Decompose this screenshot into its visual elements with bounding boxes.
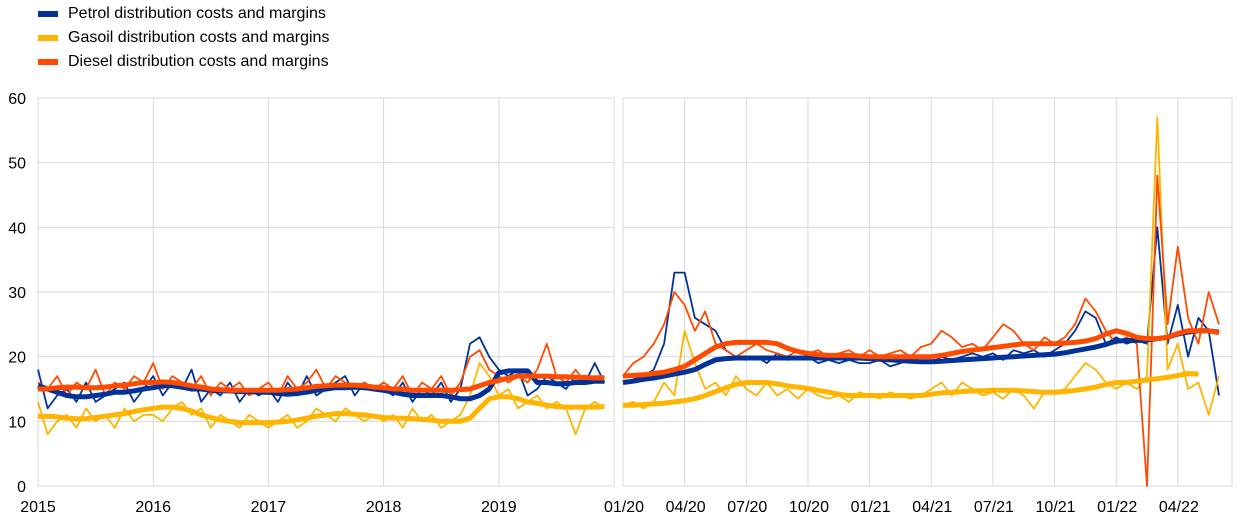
- series-line-gasoil-smoothed: [623, 371, 1199, 408]
- x-tick-label: 07/20: [727, 499, 767, 516]
- legend-label: Diesel distribution costs and margins: [68, 53, 329, 70]
- legend-label: Petrol distribution costs and margins: [68, 5, 326, 22]
- y-tick-label: 10: [8, 414, 26, 431]
- legend-item-gasoil: Gasoil distribution costs and margins: [38, 26, 329, 50]
- x-tick-label: 04/20: [666, 499, 706, 516]
- y-tick-label: 50: [8, 156, 26, 173]
- x-tick-label: 07/21: [974, 499, 1014, 516]
- x-tick-label: 2016: [135, 499, 171, 516]
- x-tick-label: 2017: [251, 499, 287, 516]
- x-tick-label: 10/20: [789, 499, 829, 516]
- legend-swatch-diesel: [38, 59, 58, 65]
- x-tick-label: 04/22: [1159, 499, 1199, 516]
- x-tick-label: 04/21: [912, 499, 952, 516]
- x-tick-label: 10/21: [1036, 499, 1076, 516]
- series-line-gasoil-raw: [622, 116, 1220, 416]
- x-tick-label: 2018: [366, 499, 402, 516]
- series-line-diesel-raw: [37, 342, 605, 397]
- legend-label: Gasoil distribution costs and margins: [68, 29, 330, 46]
- panel-frame: [622, 97, 1233, 487]
- legend: Petrol distribution costs and margins Ga…: [38, 2, 329, 74]
- legend-item-diesel: Diesel distribution costs and margins: [38, 50, 329, 74]
- y-tick-label: 40: [8, 220, 26, 237]
- panel-frame: [37, 97, 615, 487]
- series-line-petrol-raw: [37, 336, 606, 410]
- y-tick-label: 60: [8, 91, 26, 108]
- legend-item-petrol: Petrol distribution costs and margins: [38, 2, 329, 26]
- series-line-diesel-smoothed: [38, 373, 605, 393]
- legend-swatch-petrol: [38, 11, 58, 17]
- x-tick-label: 01/20: [604, 499, 644, 516]
- series-line-gasoil-smoothed: [38, 394, 605, 426]
- x-tick-label: 2019: [481, 499, 517, 516]
- y-tick-label: 20: [8, 350, 26, 367]
- y-tick-label: 0: [17, 479, 26, 496]
- x-tick-label: 2015: [20, 499, 56, 516]
- series-line-diesel-raw: [622, 174, 1220, 487]
- series-line-petrol-smoothed: [37, 368, 605, 402]
- y-tick-label: 30: [8, 285, 26, 302]
- legend-swatch-gasoil: [38, 35, 58, 41]
- x-tick-label: 01/21: [851, 499, 891, 516]
- x-tick-label: 01/22: [1097, 499, 1137, 516]
- series-line-petrol-raw: [622, 226, 1220, 396]
- series-line-diesel-smoothed: [622, 328, 1220, 379]
- series-line-petrol-smoothed: [622, 328, 1220, 385]
- series-line-gasoil-raw: [37, 362, 605, 436]
